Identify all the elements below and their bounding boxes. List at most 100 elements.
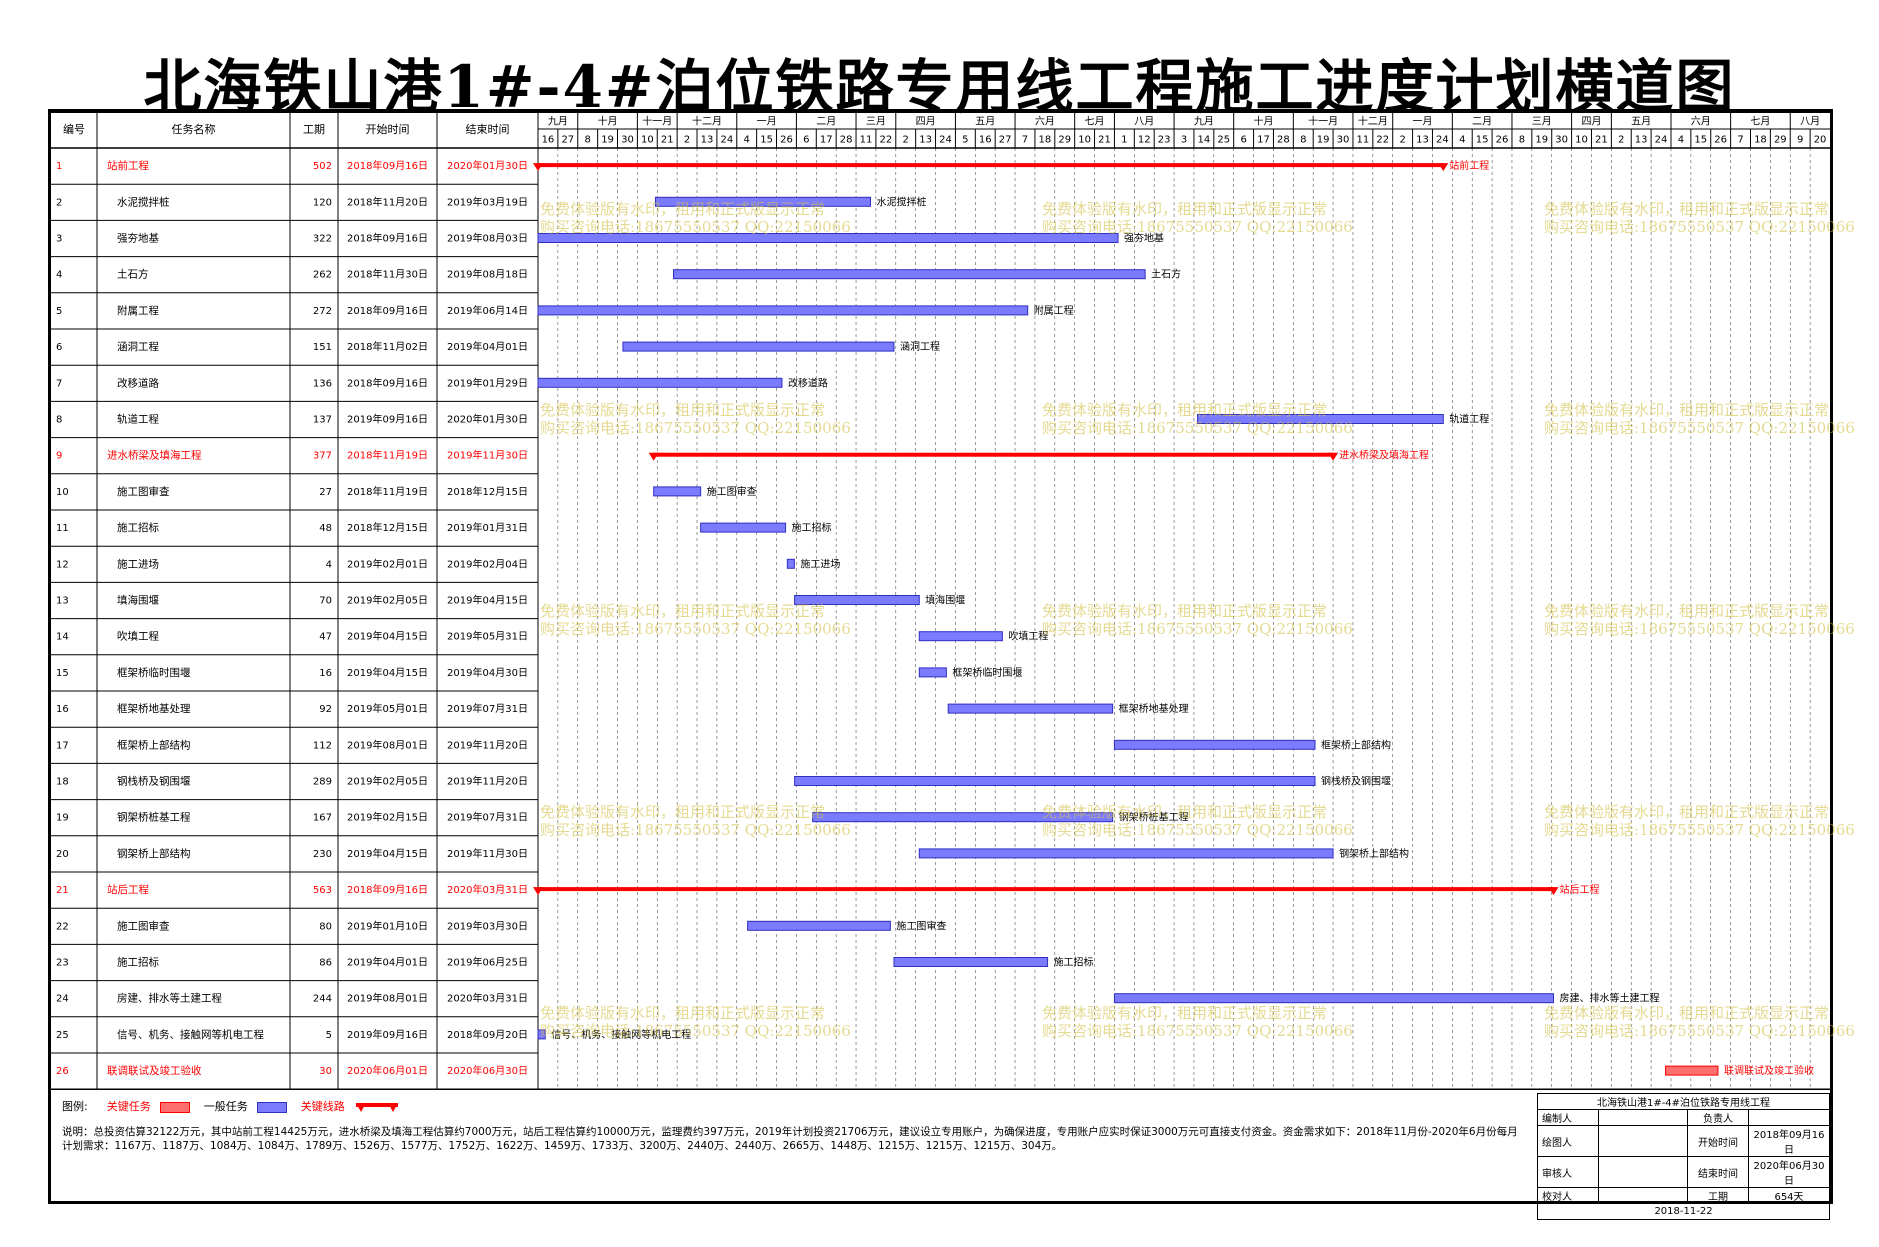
day-tick-label: 10 [1575, 135, 1588, 146]
day-tick-label: 14 [1198, 135, 1211, 146]
task-name: 站前工程 [107, 159, 149, 172]
task-duration: 230 [313, 849, 332, 860]
month-label: 二月 [816, 116, 836, 128]
notes-text: 说明：总投资估算32122万元，其中站前工程14425万元，进水桥梁及填海工程估… [62, 1126, 1518, 1152]
task-start: 2018年11月19日 [347, 485, 428, 498]
day-tick-label: 25 [1217, 135, 1230, 146]
task-bar [1113, 739, 1316, 750]
bar-label: 施工招标 [1054, 956, 1094, 969]
task-bar [812, 812, 1114, 823]
day-tick-label: 10 [641, 135, 654, 146]
month-label: 一月 [757, 116, 777, 128]
summary-bar [538, 887, 1554, 892]
header-duration: 工期 [303, 123, 325, 136]
summary-end-marker [1328, 452, 1339, 461]
month-label: 十二月 [692, 115, 722, 128]
task-bar [918, 667, 947, 678]
task-name: 施工图审查 [117, 485, 170, 498]
month-label: 八月 [1800, 116, 1820, 128]
bar-label: 土石方 [1151, 268, 1181, 281]
task-name: 站后工程 [107, 883, 149, 896]
task-end: 2019年07月31日 [447, 702, 528, 715]
bar-label: 进水桥梁及填海工程 [1339, 449, 1429, 462]
summary-end-marker [1438, 163, 1449, 172]
bar-label: 钢架桥上部结构 [1339, 847, 1409, 860]
compiler-label: 编制人 [1537, 1109, 1599, 1126]
bar-label: 施工进场 [800, 557, 840, 570]
task-name: 信号、机务、接触网等机电工程 [117, 1028, 264, 1041]
day-tick-label: 22 [1376, 135, 1389, 146]
task-bar [537, 1029, 546, 1040]
bar-label: 钢架桥桩基工程 [1119, 811, 1189, 824]
responsible-label: 负责人 [1687, 1109, 1749, 1126]
task-end: 2019年01月29日 [447, 376, 528, 389]
day-tick-label: 15 [1476, 135, 1489, 146]
task-duration: 16 [319, 668, 332, 679]
task-start: 2019年02月15日 [347, 811, 428, 824]
task-end: 2019年05月31日 [447, 630, 528, 643]
task-id: 6 [56, 342, 62, 353]
task-start: 2018年11月20日 [347, 195, 428, 208]
day-tick-label: 17 [820, 135, 833, 146]
legend-critical-label: 关键任务 [106, 1100, 151, 1113]
task-name: 进水桥梁及填海工程 [107, 449, 202, 462]
task-start: 2018年11月30日 [347, 268, 428, 281]
task-duration: 151 [313, 342, 332, 353]
day-tick-label: 4 [1678, 135, 1684, 146]
bar-label: 轨道工程 [1449, 413, 1489, 426]
task-name: 施工招标 [117, 521, 159, 534]
title-block-date: 2018-11-22 [1537, 1203, 1830, 1220]
task-duration: 137 [313, 415, 332, 426]
day-tick-label: 19 [1317, 135, 1330, 146]
task-name: 施工图审查 [117, 919, 170, 932]
day-tick-label: 2 [1399, 135, 1405, 146]
task-id: 7 [56, 378, 62, 389]
day-tick-label: 6 [803, 135, 809, 146]
bar-label: 附属工程 [1034, 304, 1074, 317]
month-label: 八月 [1134, 116, 1154, 128]
day-tick-label: 13 [1635, 135, 1648, 146]
day-tick-label: 13 [701, 135, 714, 146]
task-duration: 48 [319, 523, 332, 534]
task-start: 2018年09月16日 [347, 376, 428, 389]
legend-critical-swatch [160, 1101, 191, 1113]
task-id: 23 [56, 958, 69, 969]
task-duration: 4 [326, 559, 332, 570]
day-tick-label: 27 [561, 135, 574, 146]
legend-path-label: 关键线路 [300, 1100, 345, 1113]
task-end: 2019年04月15日 [447, 594, 528, 607]
legend-path-swatch [356, 1103, 399, 1112]
task-bar [1197, 414, 1444, 424]
title-block-project: 北海铁山港1#-4#泊位铁路专用线工程 [1537, 1093, 1830, 1110]
day-tick-label: 2 [1618, 135, 1624, 146]
task-end: 2020年01月30日 [447, 159, 528, 172]
task-id: 19 [56, 813, 69, 824]
bar-label: 框架桥地基处理 [1119, 702, 1189, 715]
day-tick-label: 17 [1257, 135, 1270, 146]
day-tick-label: 8 [585, 135, 591, 146]
task-id: 1 [56, 161, 62, 172]
task-id: 17 [56, 740, 69, 751]
task-bar [747, 920, 891, 931]
task-start: 2019年05月01日 [347, 702, 428, 715]
day-tick-label: 15 [760, 135, 773, 146]
task-duration: 27 [319, 487, 332, 498]
day-tick-label: 27 [999, 135, 1012, 146]
day-tick-label: 24 [1436, 135, 1449, 146]
task-bar [622, 341, 895, 352]
month-label: 六月 [1035, 116, 1055, 128]
drawer-label: 绘图人 [1537, 1125, 1599, 1157]
summary-start-marker [648, 452, 659, 461]
task-name: 钢架桥桩基工程 [117, 811, 191, 824]
task-end: 2019年11月20日 [447, 775, 528, 788]
bar-label: 框架桥上部结构 [1321, 738, 1391, 751]
task-name: 吹填工程 [117, 630, 159, 643]
task-start: 2018年11月02日 [347, 340, 428, 353]
task-name: 改移道路 [117, 376, 159, 389]
task-duration: 86 [319, 958, 332, 969]
task-end: 2019年04月30日 [447, 666, 528, 679]
task-id: 15 [56, 668, 69, 679]
task-duration: 272 [313, 306, 332, 317]
task-name: 框架桥临时围堰 [117, 666, 191, 679]
task-start: 2019年01月10日 [347, 919, 428, 932]
